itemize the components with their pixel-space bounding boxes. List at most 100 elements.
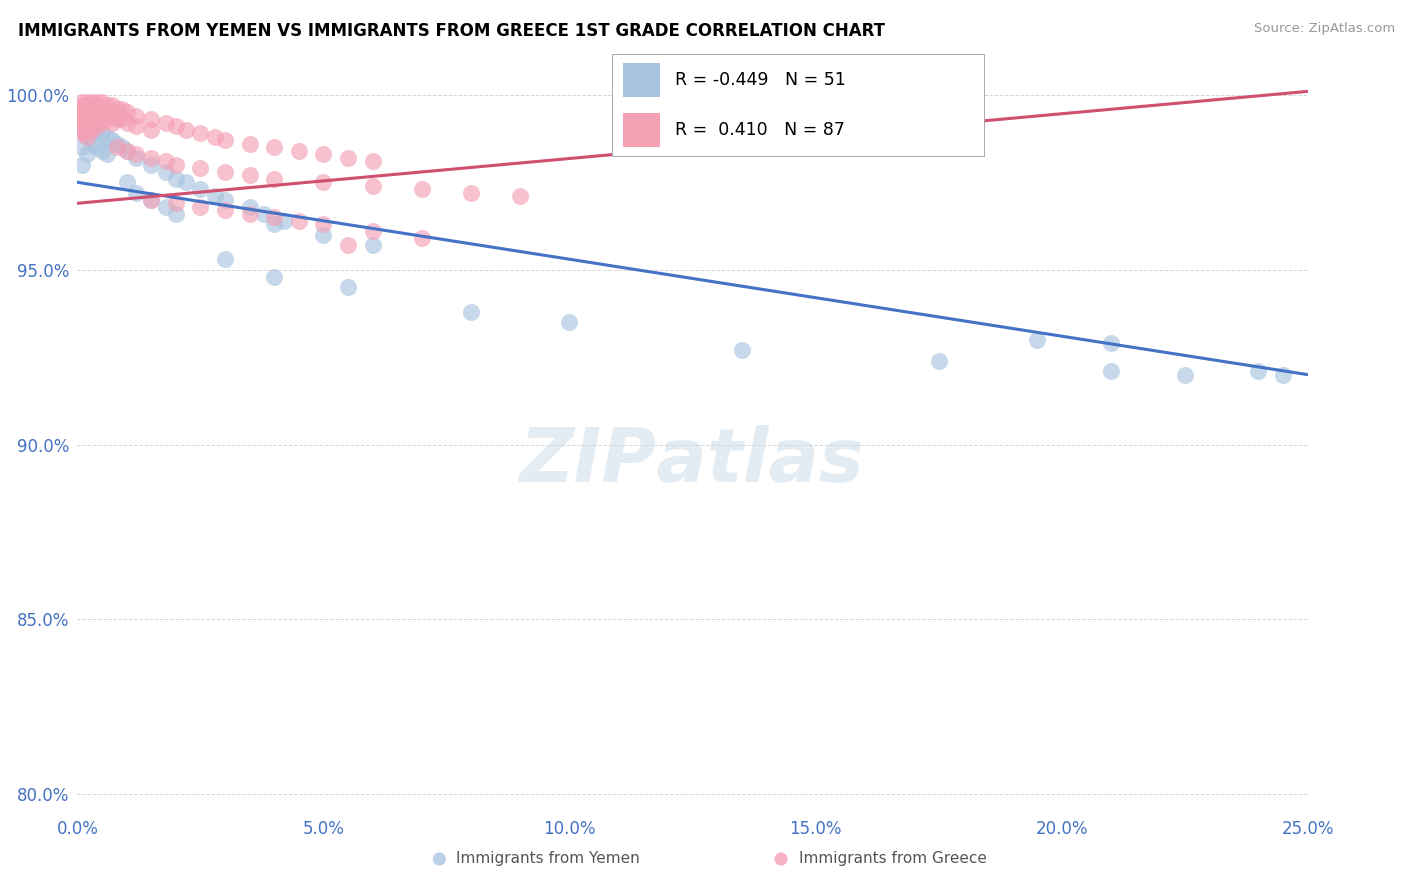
Point [337,238,360,252]
Point [70,123,93,137]
Point [96,129,118,144]
Point [312,175,335,189]
Point [141,151,163,165]
Point [1272,368,1295,382]
Point [263,217,285,231]
Point [90,126,114,140]
Point [312,227,335,242]
Point [90,116,114,130]
Point [105,112,128,127]
Text: ZIP​atlas: ZIP​atlas [520,425,865,498]
Point [76,120,98,134]
Point [105,102,128,116]
Point [263,211,285,225]
Text: Source: ZipAtlas.com: Source: ZipAtlas.com [1254,22,1395,36]
Point [70,109,93,123]
Point [204,129,226,144]
Point [90,144,114,158]
Point [460,186,482,200]
Point [141,158,163,172]
Point [174,123,197,137]
Point [125,186,148,200]
Point [82,120,104,134]
Point [90,95,114,109]
Point [312,147,335,161]
Point [239,207,262,221]
Point [76,102,98,116]
Point [70,123,93,137]
Text: IMMIGRANTS FROM YEMEN VS IMMIGRANTS FROM GREECE 1ST GRADE CORRELATION CHART: IMMIGRANTS FROM YEMEN VS IMMIGRANTS FROM… [18,22,886,40]
Point [86,123,108,137]
Point [90,102,114,116]
Point [86,140,108,154]
Text: R =  0.410   N = 87: R = 0.410 N = 87 [675,121,845,139]
Point [86,95,108,109]
Point [214,193,236,207]
Point [188,200,212,214]
Point [70,120,93,134]
Point [111,102,132,116]
Point [509,189,531,203]
Point [82,136,104,151]
Point [1174,368,1197,382]
Point [86,105,108,120]
Point [411,182,433,196]
Point [361,154,384,169]
Point [86,120,108,134]
Point [76,116,98,130]
Point [928,353,950,368]
Text: Immigrants from Greece: Immigrants from Greece [799,851,987,865]
Bar [623,113,659,147]
Point [96,98,118,112]
Point [115,116,138,130]
Point [76,147,98,161]
Point [770,852,793,866]
Point [82,123,104,137]
Point [70,95,93,109]
Point [96,147,118,161]
Point [141,123,163,137]
Point [115,105,138,120]
Point [70,126,93,140]
Point [155,165,177,179]
Point [288,213,311,227]
Point [70,140,93,154]
Point [115,144,138,158]
Point [288,144,311,158]
Point [165,120,187,134]
Point [411,231,433,245]
Point [101,98,124,112]
Point [76,123,98,137]
Point [165,207,187,221]
Point [214,203,236,218]
Point [96,112,118,127]
Point [70,98,93,112]
Point [141,193,163,207]
Point [263,140,285,154]
Point [239,200,262,214]
Point [273,213,295,227]
Point [188,182,212,196]
Point [165,196,187,211]
Point [90,109,114,123]
Text: R = -0.449   N = 51: R = -0.449 N = 51 [675,70,845,88]
Point [111,140,132,154]
Point [125,120,148,134]
Point [70,105,93,120]
Point [214,165,236,179]
Point [337,151,360,165]
Point [312,217,335,231]
Point [188,161,212,176]
Point [1247,364,1270,378]
Point [1099,336,1122,351]
Point [82,116,104,130]
Point [239,136,262,151]
Point [105,140,128,154]
Point [1099,364,1122,378]
Point [82,98,104,112]
Point [361,238,384,252]
Point [82,95,104,109]
Point [155,154,177,169]
Point [460,304,482,318]
Point [558,315,581,329]
